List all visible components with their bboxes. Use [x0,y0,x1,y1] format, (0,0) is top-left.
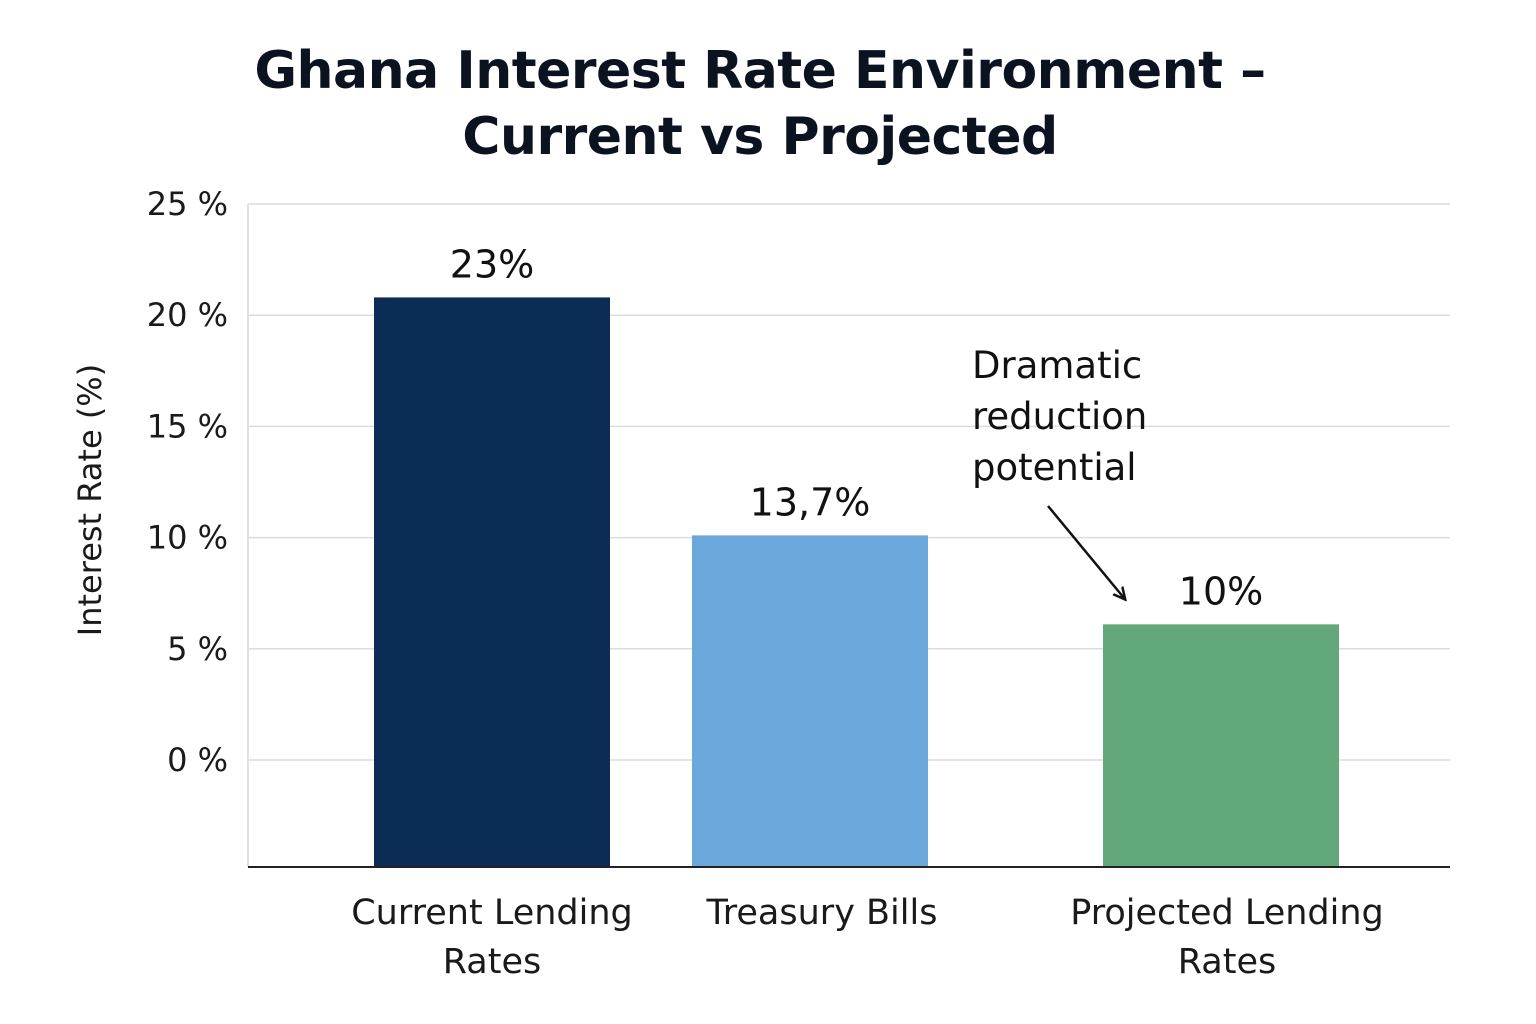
bar-value-label: 13,7% [750,480,871,524]
x-category-label: Rates [1178,942,1277,982]
bar-value-label: 10% [1179,569,1263,613]
x-category-label: Treasury Bills [706,893,938,933]
chart-title: Ghana Interest Rate Environment – Curren… [0,38,1520,170]
bar [374,297,610,868]
x-category-label: Current Lending [351,893,633,933]
annotation-text: Dramatic reduction potential [972,344,1147,489]
y-tick-label: 5 % [167,630,228,668]
y-axis-ticks: 25 % 20 % 15 % 10 % 5 % 0 % [147,185,228,779]
bars [374,297,1339,868]
y-tick-label: 15 % [147,407,228,445]
annotation-line: Dramatic [972,344,1142,387]
bar-value-label: 23% [450,242,534,286]
category-labels: Current Lending Rates Treasury Bills Projec… [351,893,1384,982]
annotation-arrow [1047,505,1124,598]
bar [1103,624,1339,867]
y-tick-label: 25 % [147,185,228,223]
annotation-line: reduction [972,395,1147,438]
x-category-label: Rates [443,942,542,982]
annotation-line: potential [972,446,1137,489]
chart-title-line-2: Current vs Projected [462,107,1058,167]
x-category-label: Projected Lending [1070,893,1384,933]
annotation: Dramatic reduction potential [972,344,1147,598]
data-labels: 23% 13,7% 10% [450,242,1263,613]
chart-title-line-1: Ghana Interest Rate Environment – [254,41,1266,101]
y-axis-title: Interest Rate (%) [71,364,109,636]
y-tick-label: 0 % [167,741,228,779]
y-tick-label: 10 % [147,519,228,557]
bar [692,535,928,867]
y-tick-label: 20 % [147,296,228,334]
